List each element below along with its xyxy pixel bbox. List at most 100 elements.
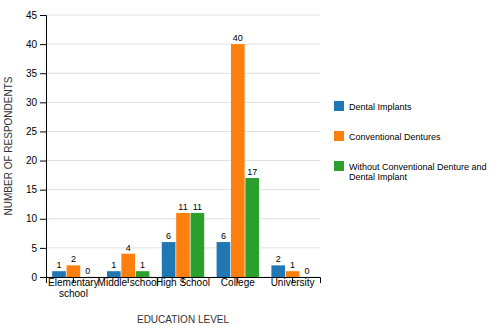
y-tick: 15 — [26, 184, 46, 195]
data-label: 0 — [304, 266, 309, 276]
x-tick-label: High School — [156, 277, 210, 288]
data-label: 1 — [57, 260, 62, 270]
grid-line — [46, 131, 320, 132]
y-tick: 35 — [26, 68, 46, 79]
bar — [271, 265, 285, 277]
y-tick-label: 0 — [31, 272, 37, 283]
bar — [217, 242, 231, 277]
y-tick-mark — [40, 277, 46, 278]
data-label: 1 — [111, 260, 116, 270]
bar — [107, 271, 121, 277]
y-tick-label: 45 — [26, 10, 38, 21]
legend-label-line: Dental Implants — [349, 102, 412, 112]
legend-item: Dental Implants — [334, 101, 412, 112]
data-label: 11 — [193, 202, 202, 212]
y-tick-label: 10 — [26, 213, 38, 224]
grid-line — [46, 102, 320, 103]
data-label: 2 — [276, 254, 281, 264]
x-tick-label-line: Elementary — [48, 277, 99, 288]
y-tick-label: 40 — [26, 39, 38, 50]
y-tick-label: 5 — [31, 243, 37, 254]
grid-line — [46, 160, 320, 161]
data-labels: 1166224114010111170 — [57, 33, 310, 276]
data-label: 11 — [178, 202, 187, 212]
y-tick-label: 35 — [26, 68, 38, 79]
grid-line — [46, 44, 320, 45]
x-tick-label: College — [221, 277, 255, 288]
data-label: 1 — [290, 260, 295, 270]
x-axis-title: EDUCATION LEVEL — [137, 314, 229, 325]
legend-item: Conventional Dentures — [334, 131, 441, 142]
bar — [245, 178, 259, 277]
data-label: 17 — [247, 167, 257, 177]
x-tick-label-line: school — [59, 288, 88, 299]
x-tick-label-line: College — [221, 277, 255, 288]
bar — [176, 213, 190, 277]
x-tick-label: Elementaryschool — [48, 277, 99, 299]
bar — [162, 242, 176, 277]
y-tick: 30 — [26, 97, 46, 108]
bar — [67, 265, 81, 277]
data-label: 2 — [71, 254, 76, 264]
y-tick-label: 15 — [26, 184, 38, 195]
bar — [81, 277, 95, 278]
y-tick-mark — [40, 73, 46, 74]
bar — [121, 254, 135, 277]
x-tick: Elementaryschool — [48, 277, 99, 299]
x-tick-label-line: University — [271, 277, 315, 288]
bar — [52, 271, 66, 277]
bars — [52, 44, 299, 277]
data-label: 40 — [233, 33, 243, 43]
legend: Dental Implants Conventional Dentures With… — [334, 101, 487, 182]
bar — [300, 277, 314, 278]
y-tick-mark — [40, 161, 46, 162]
y-tick-mark — [40, 190, 46, 191]
x-axis: ElementaryschoolMiddle schoolHigh School… — [47, 277, 321, 299]
grid-line — [46, 15, 320, 16]
bar — [231, 44, 245, 277]
y-tick-label: 30 — [26, 97, 38, 108]
x-tick: College — [221, 277, 255, 288]
x-tick: University — [271, 277, 315, 288]
data-label: 0 — [85, 266, 90, 276]
y-tick: 20 — [26, 155, 46, 166]
chart: 051015202530354045ElementaryschoolMiddle… — [0, 0, 500, 329]
y-tick-label: 20 — [26, 155, 38, 166]
data-label: 6 — [166, 231, 171, 241]
x-tick-label-line: High School — [156, 277, 210, 288]
legend-label-line: Dental Implant — [349, 172, 408, 182]
legend-label-line: Without Conventional Denture and — [349, 162, 487, 172]
y-tick: 45 — [26, 10, 46, 21]
y-tick: 25 — [26, 126, 46, 137]
legend-label-line: Conventional Dentures — [349, 132, 441, 142]
x-tick: Middle school — [98, 277, 159, 288]
x-tick-label: Middle school — [98, 277, 159, 288]
y-tick-mark — [40, 44, 46, 45]
legend-swatch — [334, 101, 344, 111]
x-tick-label: University — [271, 277, 315, 288]
bar — [136, 271, 150, 277]
legend-label: Dental Implants — [349, 102, 412, 112]
y-tick: 40 — [26, 39, 46, 50]
y-axis: 0 5 10 15 20 25 30 35 40 45 — [26, 10, 47, 283]
bar — [191, 213, 205, 277]
data-label: 6 — [221, 231, 226, 241]
legend-label: Without Conventional Denture andDental I… — [349, 162, 487, 182]
grid-line — [46, 189, 320, 190]
bar — [286, 271, 300, 277]
y-tick-mark — [40, 102, 46, 103]
data-label: 4 — [126, 243, 131, 253]
y-tick-mark — [40, 131, 46, 132]
legend-item: Without Conventional Denture andDental I… — [334, 161, 487, 182]
legend-swatch — [334, 161, 344, 171]
data-label: 1 — [140, 260, 145, 270]
y-tick-mark — [40, 15, 46, 16]
y-tick-mark — [40, 219, 46, 220]
grid-line — [46, 73, 320, 74]
y-tick-mark — [40, 248, 46, 249]
y-tick: 5 — [31, 243, 46, 254]
y-tick-label: 25 — [26, 126, 38, 137]
y-axis-title: NUMBER OF RESPONDENTS — [3, 76, 14, 215]
legend-label: Conventional Dentures — [349, 132, 441, 142]
y-tick: 0 — [31, 272, 46, 283]
